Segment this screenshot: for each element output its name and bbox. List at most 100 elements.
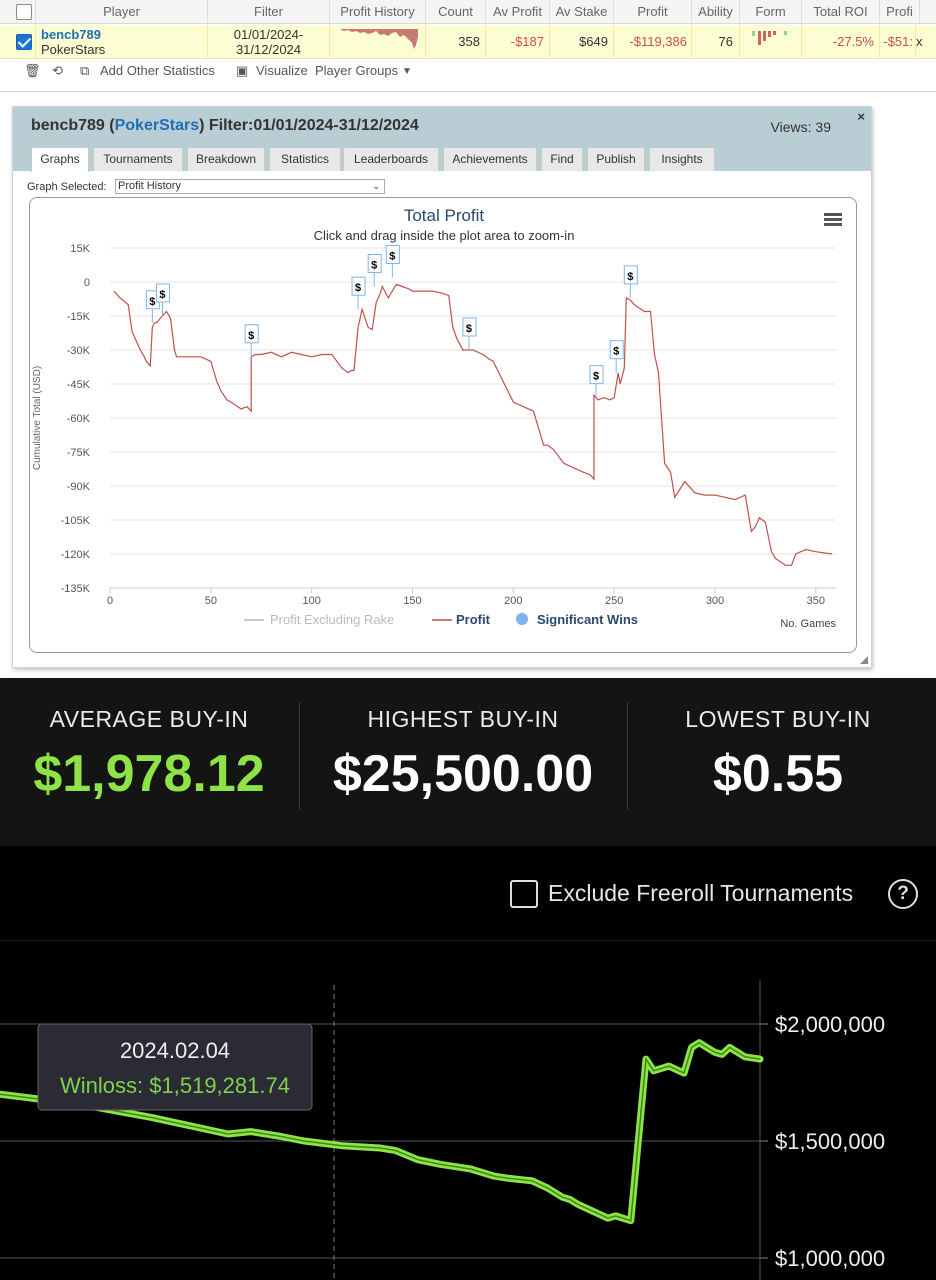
refresh-icon[interactable]: ⟲ [52,63,63,78]
col-profit-history[interactable]: Profit History [330,0,426,24]
graph-select-dropdown[interactable]: Profit History ⌄ [115,179,385,194]
total-roi-cell: -27.5% [802,25,880,59]
menu-icon [824,213,842,216]
chevron-down-icon[interactable]: ▼ [402,66,412,77]
filter-cell: 01/01/2024- 31/12/2024 [208,25,330,59]
tab-insights[interactable]: Insights [649,147,715,171]
profit-cell: -$119,386 [614,25,692,59]
y-tick-label: -120K [61,549,91,561]
help-icon[interactable]: ? [888,879,918,909]
table-toolbar: 🗑 ⟲ ⧉ Add Other Statistics ▣ Visualize P… [0,60,936,82]
legend-significant-marker [516,613,528,625]
remove-row-button[interactable]: x [916,34,923,49]
winloss-section: AVERAGE BUY-IN $1,978.12 HIGHEST BUY-IN … [0,678,936,1280]
menu-icon [824,223,842,226]
add-stats-icon[interactable]: ⧉ [80,63,90,78]
graph-selector: Graph Selected: Profit History ⌄ [27,179,385,194]
x-tick-label: 150 [403,595,421,607]
y-tick-label: -15K [67,311,91,323]
exclude-freeroll-label[interactable]: Exclude Freeroll Tournaments [548,880,854,906]
significant-win-flag [367,254,382,274]
y-tick-label: -135K [61,583,91,595]
significant-win-label: $ [248,330,254,342]
winloss-chart-svg[interactable]: $1,000,000 $1,500,000 $2,000,000 2024.02.04… [0,940,936,1280]
visualize-icon[interactable]: ▣ [236,63,249,78]
player-name-link[interactable]: bencb789 [41,27,101,42]
player-panel: bencb789 (PokerStars) Filter:01/01/2024-… [12,106,872,668]
col-av-stake[interactable]: Av Stake [550,0,614,24]
panel-title: bencb789 (PokerStars) Filter:01/01/2024-… [31,117,419,134]
profit-2-cell: -$51: [880,25,916,59]
x-tick-label: 50 [205,595,217,607]
x-tick-label: 200 [504,595,522,607]
lowest-buyin-value: $0.55 [712,745,844,803]
x-tick-label: 250 [605,595,623,607]
significant-win-flag [385,244,400,264]
tab-tournaments[interactable]: Tournaments [93,147,183,171]
significant-win-flag [589,365,604,385]
graph-select-value: Profit History [118,180,181,192]
y-tick-label: -105K [61,515,91,527]
graph-selected-label: Graph Selected: [27,181,107,193]
y-tick-label: -45K [67,379,91,391]
row-checkbox[interactable] [16,34,32,50]
tab-statistics[interactable]: Statistics [269,147,341,171]
select-all-checkbox[interactable] [16,4,32,20]
av-profit-cell: -$187 [486,25,550,59]
col-form[interactable]: Form [740,0,802,24]
tab-breakdown[interactable]: Breakdown [187,147,265,171]
y-tick-label: -30K [67,345,91,357]
add-other-statistics-button[interactable]: Add Other Statistics [100,63,215,78]
row-select[interactable] [0,25,36,59]
exclude-freeroll-checkbox[interactable] [510,880,538,908]
significant-win-label: $ [593,371,599,383]
col-ability[interactable]: Ability [692,0,740,24]
form-cell [740,25,802,59]
col-total-roi[interactable]: Total ROI [802,0,880,24]
total-profit-chart[interactable]: Total Profit Click and drag inside the pl… [29,197,857,653]
x-axis-label: No. Games [780,618,836,630]
col-profit[interactable]: Profit [614,0,692,24]
table-row[interactable]: bencb789 PokerStars 01/01/2024- 31/12/20… [0,25,936,59]
panel-site-link[interactable]: PokerStars [114,117,200,134]
tooltip-date: 2024.02.04 [120,1038,230,1063]
x-tick-label: 350 [807,595,825,607]
tab-achievements[interactable]: Achievements [443,147,537,171]
significant-win-flag [244,324,259,344]
views-count: Views: 39 [770,119,831,135]
tab-leaderboards[interactable]: Leaderboards [343,147,439,171]
ability-cell: 76 [692,25,740,59]
col-player[interactable]: Player [36,0,208,24]
col-av-profit[interactable]: Av Profit [486,0,550,24]
player-groups-button[interactable]: Player Groups [315,63,399,78]
resize-handle-icon[interactable] [860,656,868,664]
col-filter[interactable]: Filter [208,0,330,24]
player-site: PokerStars [41,42,106,57]
exclude-freeroll-toggle[interactable]: Exclude Freeroll Tournaments ? [510,878,928,910]
tab-publish[interactable]: Publish [587,147,645,171]
table-header: Player Filter Profit History Count Av Pr… [0,0,936,24]
x-tick-label: 300 [706,595,724,607]
total-profit-svg[interactable]: Total Profit Click and drag inside the pl… [30,198,858,654]
col-count[interactable]: Count [426,0,486,24]
trash-icon[interactable]: 🗑 [24,63,41,78]
visualize-button[interactable]: Visualize [256,63,308,78]
legend-excl-rake: Profit Excluding Rake [270,612,394,627]
sparkline-chart [336,29,418,49]
header-select-all[interactable] [0,0,36,24]
tab-graphs[interactable]: Graphs [31,147,89,172]
legend-profit: Profit [456,612,491,627]
menu-icon [824,218,842,221]
y-axis-label: Cumulative Total (USD) [32,366,43,470]
average-buyin-value: $1,978.12 [33,745,265,803]
significant-win-flag [623,265,638,285]
close-icon[interactable]: × [857,109,865,124]
significant-win-flag [155,283,170,303]
chevron-down-icon: ⌄ [372,181,380,191]
tab-find[interactable]: Find [541,147,583,171]
col-profit-2[interactable]: Profi [880,0,920,24]
significant-win-flag [462,317,477,337]
buyin-stats: AVERAGE BUY-IN $1,978.12 HIGHEST BUY-IN … [0,678,936,846]
y-tick-label: -90K [67,481,91,493]
significant-win-label: $ [627,271,633,283]
